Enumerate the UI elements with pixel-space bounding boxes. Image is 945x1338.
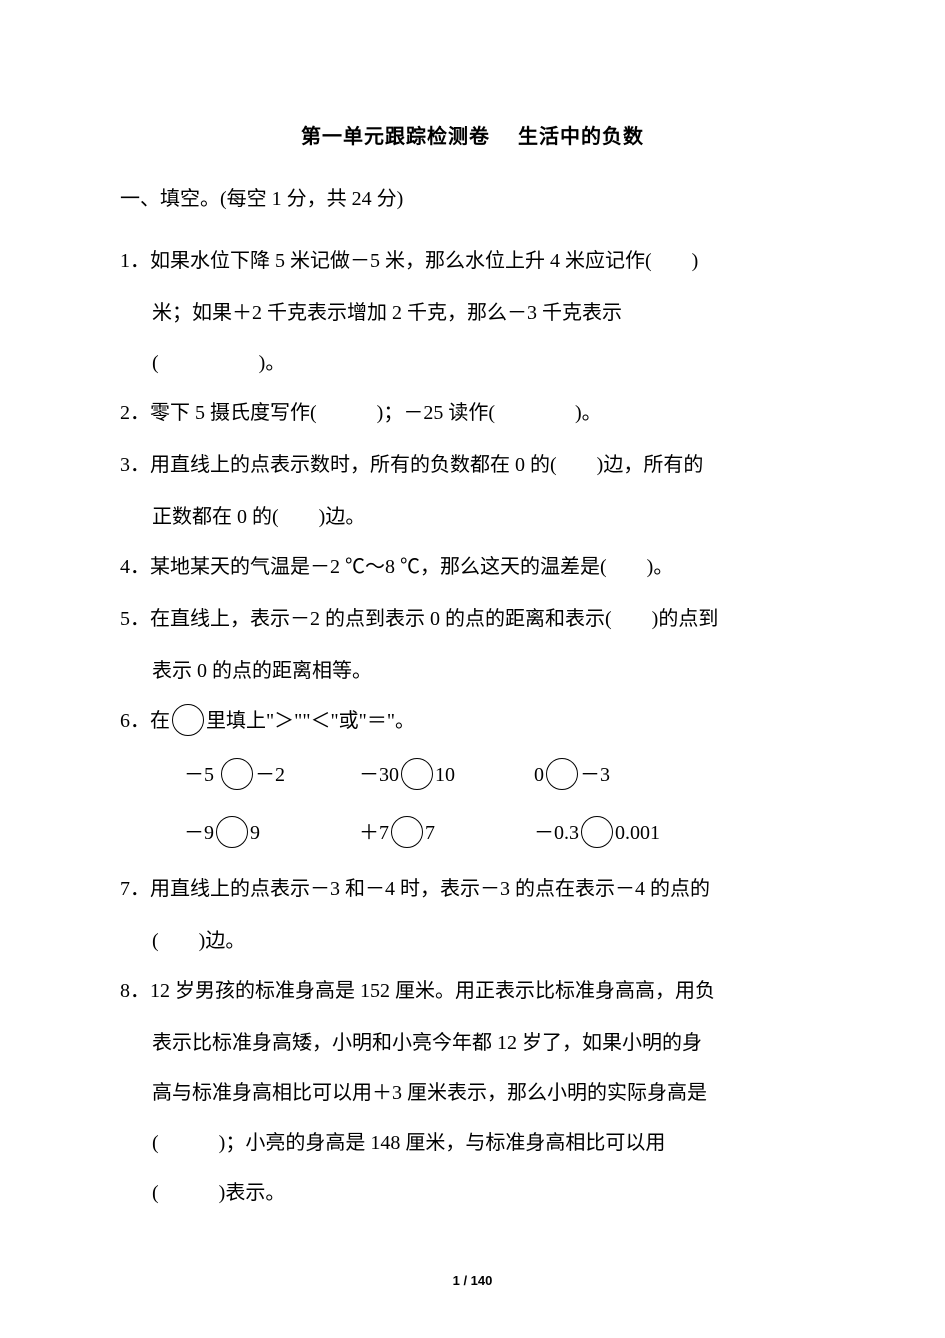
q7-line2: ( )边。 [120,919,825,963]
cmp-right: 7 [425,822,435,844]
q8-line3: 高与标准身高相比可以用＋3 厘米表示，那么小明的实际身高是 [120,1071,825,1115]
cmp-left: －30 [359,764,399,786]
question-4: 4．某地某天的气温是－2 ℃～8 ℃，那么这天的温差是( )。 [120,545,825,589]
cmp-left: －5 [184,764,214,786]
circle-blank-icon [216,816,248,848]
circle-blank-icon [401,758,433,790]
cmp-right: －2 [255,764,285,786]
q6-row-2: －9 9 ＋7 7 －0.3 0.001 [120,809,825,857]
cmp-left: ＋7 [359,822,389,844]
q6-r1-a: －5 －2 [184,751,354,799]
circle-blank-icon [391,816,423,848]
section-1-head: 一、填空。(每空 1 分，共 24 分) [120,179,825,219]
q1-line1: 1．如果水位下降 5 米记做－5 米，那么水位上升 4 米应记作( ) [120,250,698,272]
cmp-right: 9 [250,822,260,844]
question-3: 3．用直线上的点表示数时，所有的负数都在 0 的( )边，所有的 [120,443,825,487]
q1-line2: 米；如果＋2 千克表示增加 2 千克，那么－3 千克表示 [120,291,825,335]
q6-head-b: 里填上"＞""＜"或"＝"。 [206,710,415,732]
question-5: 5．在直线上，表示－2 的点到表示 0 的点的距离和表示( )的点到 [120,597,825,641]
q8-line5: ( )表示。 [120,1171,825,1215]
q7-line1: 7．用直线上的点表示－3 和－4 时，表示－3 的点在表示－4 的点的 [120,878,710,900]
cmp-left: －9 [184,822,214,844]
q8-line1: 8．12 岁男孩的标准身高是 152 厘米。用正表示比标准身高高，用负 [120,980,715,1002]
title-right: 生活中的负数 [518,126,644,148]
circle-blank-icon [172,704,204,736]
q5-line1: 5．在直线上，表示－2 的点到表示 0 的点的距离和表示( )的点到 [120,608,718,630]
cmp-right: －3 [580,764,610,786]
circle-blank-icon [546,758,578,790]
q6-r2-b: ＋7 7 [359,809,529,857]
q6-r1-b: －30 10 [359,751,529,799]
q3-line2: 正数都在 0 的( )边。 [120,495,825,539]
page-number: 1 / 140 [0,1273,945,1288]
question-6: 6．在 里填上"＞""＜"或"＝"。 [120,699,825,743]
title-left: 第一单元跟踪检测卷 [301,126,490,148]
q5-line2: 表示 0 的点的距离相等。 [120,649,825,693]
question-2: 2．零下 5 摄氏度写作( )；－25 读作( )。 [120,391,825,435]
q6-r2-c: －0.3 0.001 [534,809,704,857]
question-1: 1．如果水位下降 5 米记做－5 米，那么水位上升 4 米应记作( ) [120,239,825,283]
q6-r1-c: 0 －3 [534,751,704,799]
q3-line1: 3．用直线上的点表示数时，所有的负数都在 0 的( )边，所有的 [120,454,703,476]
cmp-left: 0 [534,764,544,786]
cmp-right: 10 [435,764,455,786]
cmp-left: －0.3 [534,822,579,844]
q1-line3: ( )。 [120,341,825,385]
page-title: 第一单元跟踪检测卷 生活中的负数 [120,120,825,149]
q6-r2-a: －9 9 [184,809,354,857]
q6-row-1: －5 －2 －30 10 0 －3 [120,751,825,799]
q8-line2: 表示比标准身高矮，小明和小亮今年都 12 岁了，如果小明的身 [120,1021,825,1065]
page: 第一单元跟踪检测卷 生活中的负数 一、填空。(每空 1 分，共 24 分) 1．如… [0,0,945,1338]
q8-line4: ( )；小亮的身高是 148 厘米，与标准身高相比可以用 [120,1121,825,1165]
q6-head-a: 6．在 [120,710,170,732]
question-8: 8．12 岁男孩的标准身高是 152 厘米。用正表示比标准身高高，用负 [120,969,825,1013]
cmp-right: 0.001 [615,822,660,844]
circle-blank-icon [581,816,613,848]
question-7: 7．用直线上的点表示－3 和－4 时，表示－3 的点在表示－4 的点的 [120,867,825,911]
circle-blank-icon [221,758,253,790]
